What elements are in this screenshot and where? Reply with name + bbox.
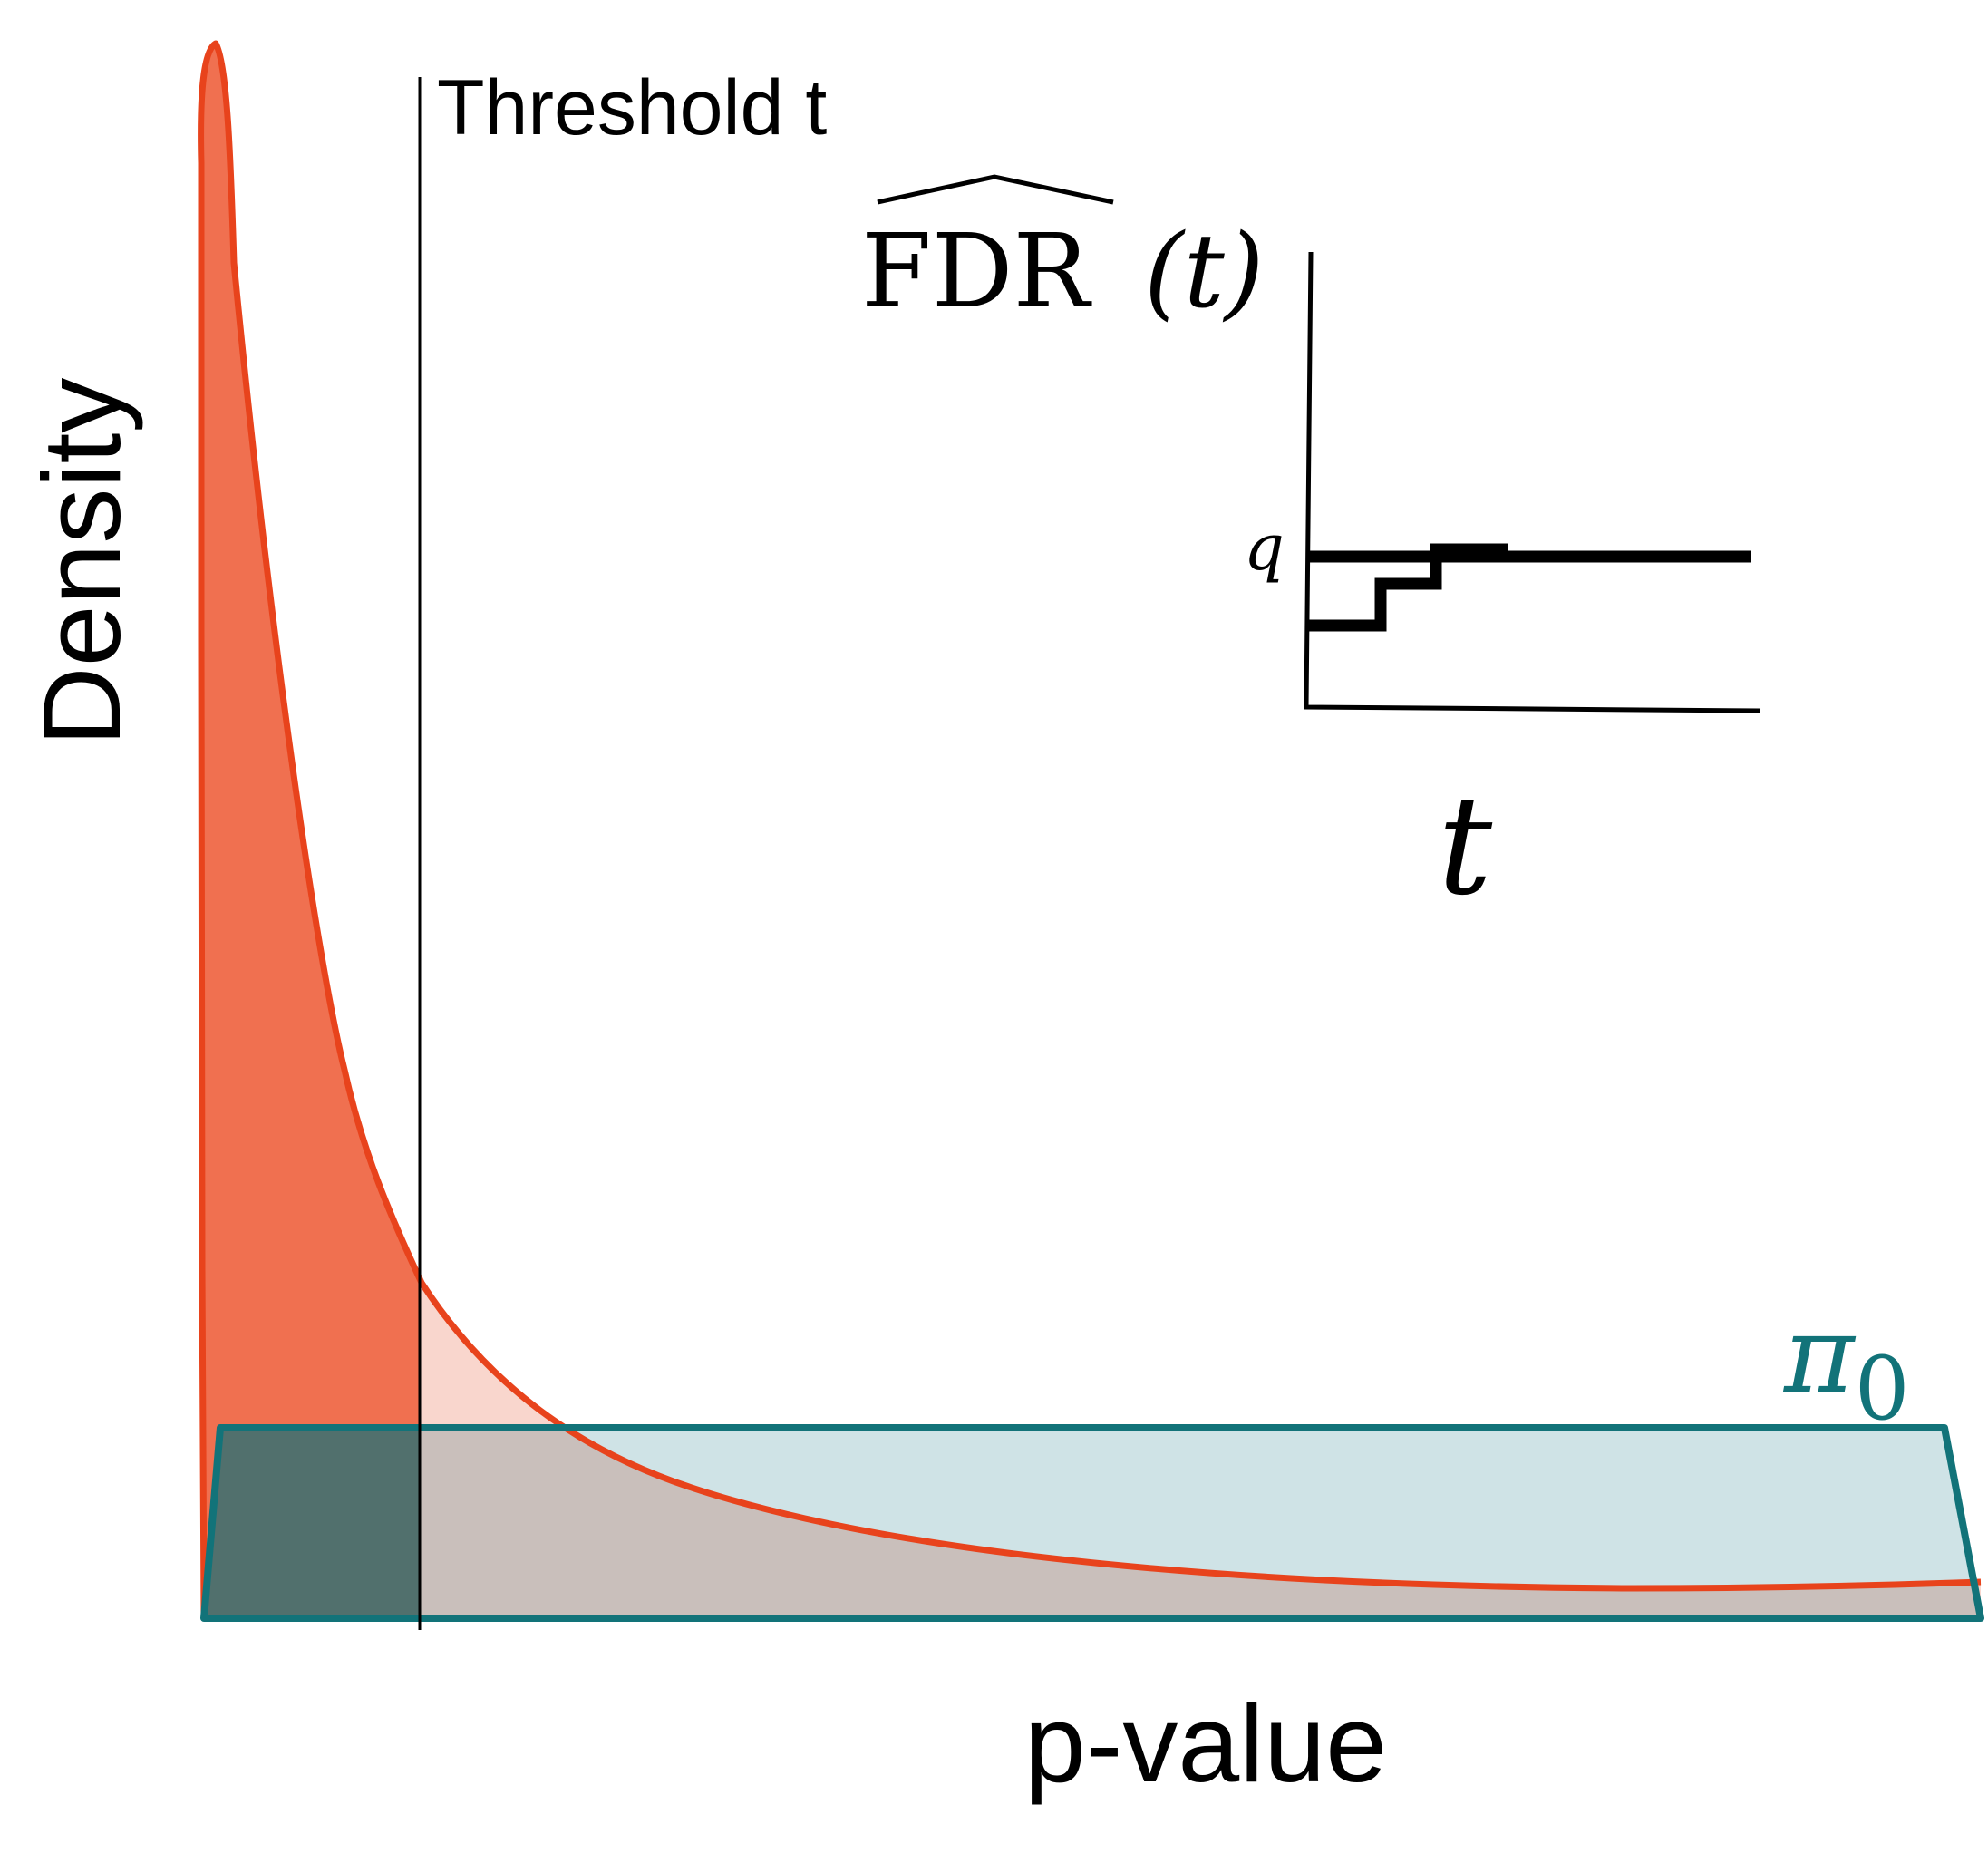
overlap-area-left (204, 1428, 420, 1618)
y-axis-label: Density (20, 378, 143, 747)
inset-x-label: t (1438, 768, 1493, 926)
x-axis-label: p-value (1024, 1682, 1387, 1805)
pi0-symbol: π (1782, 1292, 1857, 1417)
fdr-step-curve (1306, 543, 1508, 632)
fdr-inset: FDR (t) q t (861, 174, 1761, 926)
inset-axes (1304, 251, 1761, 713)
pi0-label: π0 (1782, 1292, 1910, 1440)
inset-y-label: FDR (861, 213, 1093, 331)
alternative-density-left-area (200, 44, 420, 1618)
null-density-outline (200, 1424, 1984, 1622)
alternative-density-tail-area (420, 1278, 1981, 1618)
pi0-subscript: 0 (1855, 1338, 1910, 1440)
fdr-hat (877, 174, 1114, 205)
threshold-label: Threshold t (437, 64, 827, 151)
alternative-density-curve (198, 40, 1982, 1619)
q-label: q (1244, 510, 1285, 585)
inset-y-label-argument: (t) (1144, 213, 1264, 331)
